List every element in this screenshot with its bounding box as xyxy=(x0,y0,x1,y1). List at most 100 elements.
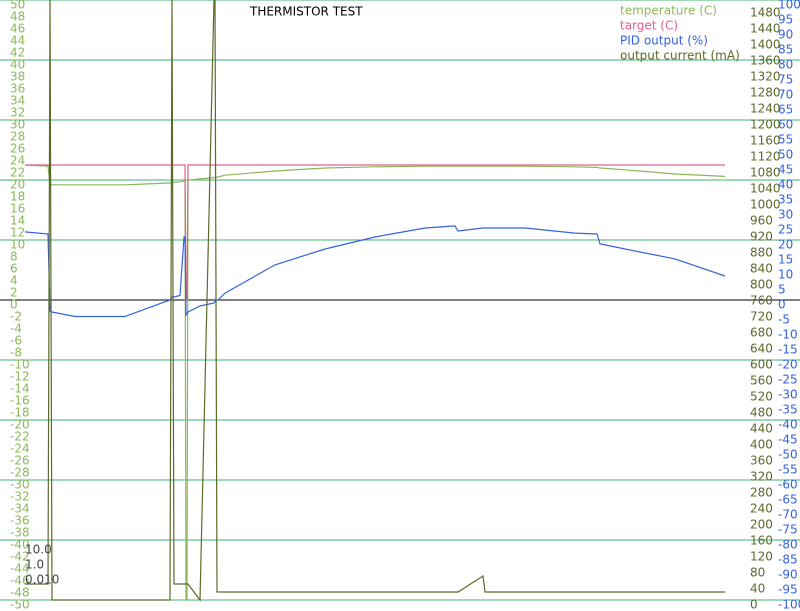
y2-tick-label: -20 xyxy=(778,358,798,372)
y3-tick-label: 1080 xyxy=(750,166,781,180)
y-tick-label: -6 xyxy=(10,334,22,348)
y-tick-label: -32 xyxy=(10,490,30,504)
y-tick-label: 8 xyxy=(10,250,18,264)
y-tick-label: -8 xyxy=(10,346,22,360)
y2-tick-label: 95 xyxy=(778,13,793,27)
y-tick-label: -20 xyxy=(10,418,30,432)
y2-tick-label: 35 xyxy=(778,193,793,207)
y-tick-label: 24 xyxy=(10,154,25,168)
legend-entry: temperature (C) xyxy=(620,4,717,18)
y2-tick-label: -35 xyxy=(778,403,798,417)
y2-tick-label: -70 xyxy=(778,508,798,522)
y-tick-label: -34 xyxy=(10,502,30,516)
y2-tick-label: 55 xyxy=(778,133,793,147)
y3-tick-label: 960 xyxy=(750,214,773,228)
y-tick-label: 46 xyxy=(10,22,25,36)
y3-tick-label: 720 xyxy=(750,310,773,324)
y-tick-label: 40 xyxy=(10,58,25,72)
y3-tick-label: 1120 xyxy=(750,150,781,164)
y3-tick-label: 40 xyxy=(750,582,765,596)
y2-tick-label: -95 xyxy=(778,583,798,597)
y-tick-label: 26 xyxy=(10,142,25,156)
annotation: 10.0 xyxy=(25,543,52,557)
y3-tick-label: 1280 xyxy=(750,86,781,100)
y3-tick-label: 320 xyxy=(750,470,773,484)
y2-tick-label: 30 xyxy=(778,208,793,222)
y-tick-label: -42 xyxy=(10,550,30,564)
y-tick-label: 30 xyxy=(10,118,25,132)
legend-entry: output current (mA) xyxy=(620,49,740,63)
legend-entry: target (C) xyxy=(620,19,678,33)
y2-tick-label: -5 xyxy=(778,313,790,327)
y-tick-label: 50 xyxy=(10,0,25,12)
y-tick-label: -12 xyxy=(10,370,30,384)
y2-tick-label: 70 xyxy=(778,88,793,102)
y2-tick-label: 60 xyxy=(778,118,793,132)
y3-tick-label: 400 xyxy=(750,438,773,452)
y-tick-label: -50 xyxy=(10,598,30,611)
y2-tick-label: 45 xyxy=(778,163,793,177)
y-tick-label: -44 xyxy=(10,562,30,576)
y2-tick-label: 85 xyxy=(778,43,793,57)
y3-tick-label: 640 xyxy=(750,342,773,356)
y-tick-label: 4 xyxy=(10,274,18,288)
y2-tick-label: -10 xyxy=(778,328,798,342)
y-tick-label: 48 xyxy=(10,10,25,24)
y2-tick-label: -45 xyxy=(778,433,798,447)
y2-tick-label: 15 xyxy=(778,253,793,267)
y2-tick-label: -80 xyxy=(778,538,798,552)
y-tick-label: 36 xyxy=(10,82,25,96)
y-tick-label: -4 xyxy=(10,322,22,336)
y-tick-label: -36 xyxy=(10,514,30,528)
y2-tick-label: -50 xyxy=(778,448,798,462)
y2-tick-label: -65 xyxy=(778,493,798,507)
y-tick-label: 28 xyxy=(10,130,25,144)
y2-tick-label: 90 xyxy=(778,28,793,42)
y-tick-label: 20 xyxy=(10,178,25,192)
y-tick-label: 0 xyxy=(10,298,18,312)
y2-tick-label: 20 xyxy=(778,238,793,252)
y3-tick-label: 1400 xyxy=(750,38,781,52)
y-tick-label: -16 xyxy=(10,394,30,408)
y3-tick-label: 240 xyxy=(750,502,773,516)
y3-tick-label: 160 xyxy=(750,534,773,548)
y-tick-label: -48 xyxy=(10,586,30,600)
y2-tick-label: 75 xyxy=(778,73,793,87)
y3-tick-label: 0 xyxy=(750,598,758,611)
y-tick-label: -2 xyxy=(10,310,22,324)
y-tick-label: -14 xyxy=(10,382,30,396)
y3-tick-label: 1440 xyxy=(750,22,781,36)
y-tick-label: 2 xyxy=(10,286,18,300)
y-tick-label: -38 xyxy=(10,526,30,540)
y2-tick-label: 40 xyxy=(778,178,793,192)
annotation: 1.0 xyxy=(25,558,44,572)
y-tick-label: -22 xyxy=(10,430,30,444)
y3-tick-label: 80 xyxy=(750,566,765,580)
y-tick-label: 16 xyxy=(10,202,25,216)
y3-tick-label: 1040 xyxy=(750,182,781,196)
y2-tick-label: -60 xyxy=(778,478,798,492)
y-tick-label: -28 xyxy=(10,466,30,480)
y2-tick-label: -25 xyxy=(778,373,798,387)
y-tick-label: 34 xyxy=(10,94,25,108)
legend-entry: PID output (%) xyxy=(620,34,708,48)
series-line xyxy=(24,225,726,318)
y3-tick-label: 1360 xyxy=(750,54,781,68)
y2-tick-label: 25 xyxy=(778,223,793,237)
y2-tick-label: -90 xyxy=(778,568,798,582)
y2-tick-label: -40 xyxy=(778,418,798,432)
y3-tick-label: 840 xyxy=(750,262,773,276)
y-tick-label: -24 xyxy=(10,442,30,456)
y-tick-label: -18 xyxy=(10,406,30,420)
y2-tick-label: -85 xyxy=(778,553,798,567)
y3-tick-label: 1320 xyxy=(750,70,781,84)
y3-tick-label: 280 xyxy=(750,486,773,500)
y2-tick-label: -100 xyxy=(778,598,800,611)
y3-tick-label: 360 xyxy=(750,454,773,468)
y-tick-label: -40 xyxy=(10,538,30,552)
series-line xyxy=(25,164,725,301)
y3-tick-label: 120 xyxy=(750,550,773,564)
y-tick-label: 42 xyxy=(10,46,25,60)
y-tick-label: 18 xyxy=(10,190,25,204)
